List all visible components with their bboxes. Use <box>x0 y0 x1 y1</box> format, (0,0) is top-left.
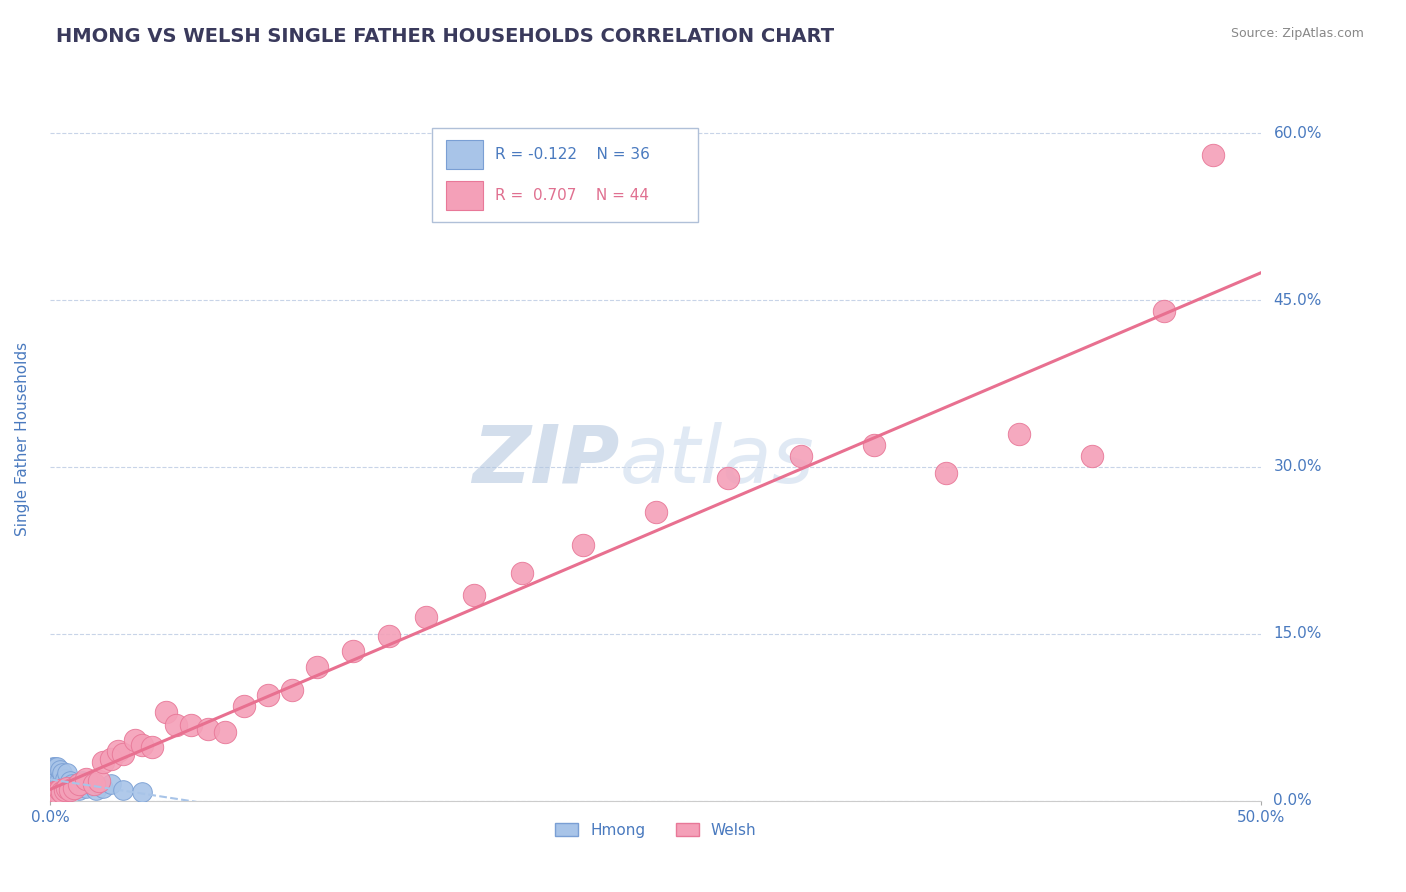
Point <box>58 773 80 788</box>
Point <box>49 763 72 777</box>
Point <box>58 782 80 797</box>
Point <box>131 738 153 752</box>
Text: ZIP: ZIP <box>472 422 620 500</box>
Point <box>44 769 66 783</box>
Point <box>46 782 69 797</box>
Point <box>141 740 163 755</box>
Point <box>41 766 63 780</box>
Point <box>1080 449 1102 463</box>
Point <box>717 471 740 485</box>
Point <box>80 777 103 791</box>
Point <box>67 777 90 791</box>
Point <box>76 772 98 786</box>
Point <box>644 504 666 518</box>
Point <box>1202 148 1225 162</box>
Point <box>232 699 254 714</box>
Point <box>51 766 73 780</box>
Point <box>281 682 304 697</box>
Point <box>41 782 63 797</box>
Point <box>111 782 134 797</box>
Legend: Hmong, Welsh: Hmong, Welsh <box>548 816 762 844</box>
Point <box>56 785 79 799</box>
Text: 15.0%: 15.0% <box>1274 626 1322 641</box>
Point <box>107 744 129 758</box>
Point <box>46 760 69 774</box>
Point <box>44 785 66 799</box>
Text: atlas: atlas <box>620 422 814 500</box>
Point <box>41 772 63 786</box>
Point <box>862 438 884 452</box>
Point <box>53 780 76 795</box>
Point <box>44 760 66 774</box>
Point <box>49 782 72 797</box>
Text: 0.0%: 0.0% <box>1274 793 1312 808</box>
Point <box>53 782 76 797</box>
Point <box>342 643 364 657</box>
Point <box>572 538 595 552</box>
Y-axis label: Single Father Households: Single Father Households <box>15 343 30 536</box>
Point <box>51 785 73 799</box>
Point <box>197 722 219 736</box>
Text: 30.0%: 30.0% <box>1274 459 1322 475</box>
Point <box>51 773 73 788</box>
Point <box>257 688 280 702</box>
Point <box>155 705 177 719</box>
Point <box>935 466 957 480</box>
Point <box>63 780 86 795</box>
Point <box>56 766 79 780</box>
FancyBboxPatch shape <box>446 140 482 169</box>
Point <box>512 566 534 580</box>
Point <box>305 660 328 674</box>
Point <box>378 629 401 643</box>
Point <box>1153 304 1175 318</box>
Point <box>41 789 63 803</box>
Point <box>63 780 86 795</box>
Text: Source: ZipAtlas.com: Source: ZipAtlas.com <box>1230 27 1364 40</box>
Point <box>56 780 79 795</box>
Point <box>76 780 98 795</box>
Point <box>463 588 485 602</box>
Point <box>70 773 93 788</box>
Point <box>44 777 66 791</box>
Text: 45.0%: 45.0% <box>1274 293 1322 308</box>
Point <box>49 772 72 786</box>
Point <box>790 449 813 463</box>
Point <box>100 751 122 765</box>
Point <box>415 610 437 624</box>
Text: R =  0.707    N = 44: R = 0.707 N = 44 <box>495 188 648 203</box>
Point <box>66 777 89 791</box>
Point <box>44 785 66 799</box>
Point <box>83 777 105 791</box>
Point <box>46 785 69 799</box>
FancyBboxPatch shape <box>446 181 482 211</box>
Point <box>100 777 122 791</box>
Point <box>84 782 107 797</box>
Point <box>41 777 63 791</box>
Point <box>46 772 69 786</box>
Point <box>60 777 83 791</box>
Point <box>49 780 72 795</box>
Point <box>53 772 76 786</box>
Point <box>165 718 187 732</box>
Point <box>67 782 90 797</box>
Point <box>111 747 134 761</box>
Point <box>51 785 73 799</box>
Point <box>93 780 115 795</box>
Point <box>124 732 146 747</box>
Point <box>87 773 110 788</box>
Point <box>131 785 153 799</box>
Point <box>93 755 115 769</box>
Point <box>180 718 202 732</box>
Text: 60.0%: 60.0% <box>1274 126 1322 141</box>
FancyBboxPatch shape <box>432 128 699 222</box>
Point <box>1008 426 1031 441</box>
Text: R = -0.122    N = 36: R = -0.122 N = 36 <box>495 147 650 162</box>
Text: HMONG VS WELSH SINGLE FATHER HOUSEHOLDS CORRELATION CHART: HMONG VS WELSH SINGLE FATHER HOUSEHOLDS … <box>56 27 834 45</box>
Point <box>41 760 63 774</box>
Point <box>214 724 236 739</box>
Point <box>58 782 80 797</box>
